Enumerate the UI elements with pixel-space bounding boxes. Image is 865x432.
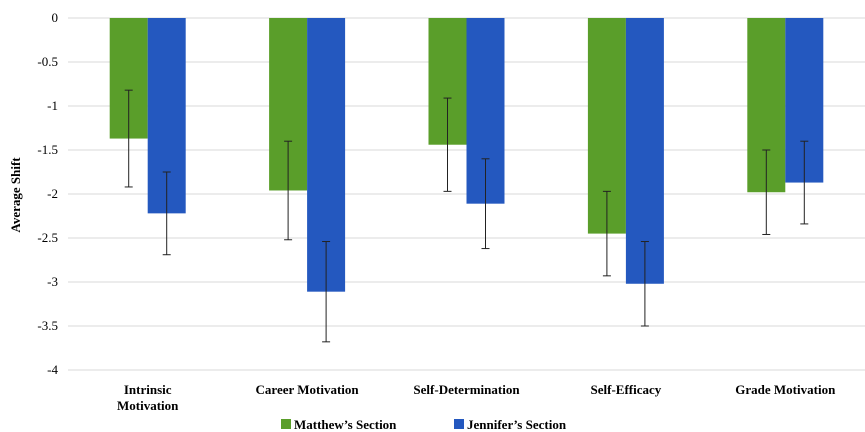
y-tick-label: -3 — [47, 274, 58, 289]
y-tick-label: -3.5 — [37, 318, 58, 333]
legend-label: Jennifer’s Section — [467, 417, 567, 432]
legend: Matthew’s Section Jennifer’s Section — [281, 417, 567, 432]
y-axis-title: Average Shift — [8, 157, 23, 233]
x-category-label: Intrinsic — [124, 382, 172, 397]
y-tick-label: -0.5 — [37, 54, 58, 69]
y-tick-label: -2.5 — [37, 230, 58, 245]
legend-label: Matthew’s Section — [294, 417, 397, 432]
x-category-label: Grade Motivation — [735, 382, 836, 397]
bar — [625, 18, 664, 284]
y-tick-label: 0 — [52, 10, 59, 25]
x-category-label: Self-Determination — [413, 382, 520, 397]
legend-swatch — [281, 419, 291, 429]
x-category-label: Self-Efficacy — [591, 382, 662, 397]
y-tick-label: -1.5 — [37, 142, 58, 157]
bars — [109, 18, 824, 292]
x-category-label: Career Motivation — [256, 382, 360, 397]
y-tick-label: -1 — [47, 98, 58, 113]
y-tick-label: -4 — [47, 362, 58, 377]
x-category-label: Motivation — [117, 398, 179, 413]
error-bars — [124, 89, 809, 343]
y-tick-label: -2 — [47, 186, 58, 201]
legend-swatch — [454, 419, 464, 429]
y-axis-ticks: 0 -0.5 -1 -1.5 -2 -2.5 -3 -3.5 -4 — [37, 10, 58, 377]
